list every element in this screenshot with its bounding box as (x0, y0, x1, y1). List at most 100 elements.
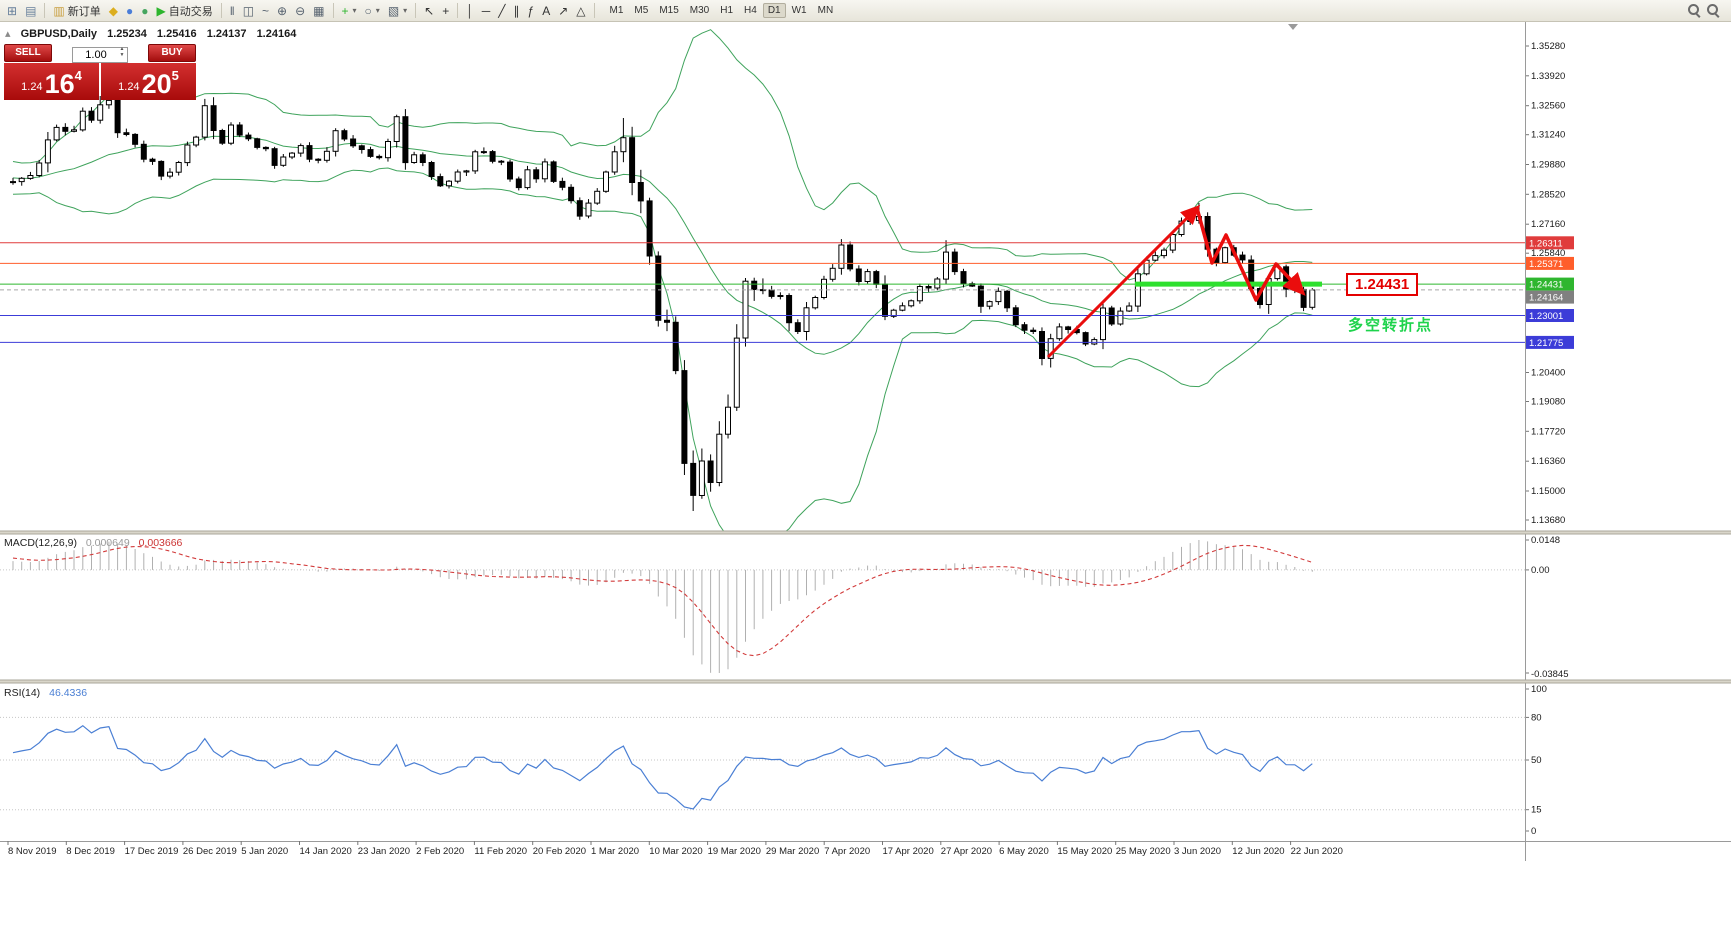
templates-icon: ▧ (387, 3, 400, 18)
indicators-icon: + (341, 3, 349, 18)
svg-text:5 Jan 2020: 5 Jan 2020 (241, 846, 288, 857)
timeframe-h1-button[interactable]: H1 (720, 5, 734, 16)
horizontal-line-button[interactable]: ─ (478, 2, 495, 20)
bar-chart-mode-icon: ‖ (229, 3, 235, 18)
fibonacci-button[interactable]: ƒ (524, 2, 539, 20)
crosshair-button[interactable]: + (438, 2, 453, 20)
time-scale[interactable]: 8 Nov 2019 8 Dec 2019 17 Dec 2019 26 Dec 20… (7, 841, 1343, 857)
periods-button[interactable]: ○ ▾ (361, 2, 384, 20)
panel-splitter[interactable] (0, 680, 1731, 683)
sell-price-display[interactable]: 1.24 16 4 (4, 63, 99, 100)
svg-text:1.29880: 1.29880 (1531, 159, 1565, 170)
vertical-line-button[interactable]: │ (462, 2, 478, 20)
svg-text:100: 100 (1531, 684, 1547, 695)
volume-input[interactable] (72, 46, 128, 63)
metaeditor-button[interactable]: ◆ (105, 2, 122, 20)
up-trend-arrow-object[interactable] (1046, 204, 1201, 359)
profiles-icon: ▤ (25, 3, 37, 18)
arrows-icon: ↗ (558, 3, 569, 18)
sell-button[interactable]: SELL (4, 43, 52, 62)
community-button[interactable]: ● (137, 2, 152, 20)
svg-text:2 Feb 2020: 2 Feb 2020 (416, 846, 464, 857)
timeframe-m5-button[interactable]: M5 (634, 5, 649, 16)
profiles-button[interactable]: ▤ (21, 2, 40, 20)
zigzag-arrow-object[interactable] (1195, 207, 1306, 302)
price-scale[interactable]: 1.35280 1.33920 1.32560 1.31240 1.29880 1.285… (1526, 41, 1574, 526)
indicators-button[interactable]: + ▾ (338, 2, 361, 20)
timeframe-m30-button[interactable]: M30 (689, 5, 710, 16)
svg-text:1.32560: 1.32560 (1531, 101, 1565, 112)
rsi-value: 46.4336 (49, 687, 88, 699)
market-icon: ● (125, 3, 134, 18)
new-chart-button[interactable]: ⊞ (3, 2, 21, 20)
macd-value: 0.000649 (85, 537, 130, 549)
ohlc-open: 1.25234 (107, 28, 147, 40)
svg-text:1.25840: 1.25840 (1531, 248, 1565, 259)
line-chart-mode-button[interactable]: ~ (258, 2, 273, 20)
annotation-text-object[interactable]: 多空转折点 (1348, 317, 1434, 334)
volume-down-button[interactable] (118, 53, 126, 59)
svg-text:14 Jan 2020: 14 Jan 2020 (300, 846, 352, 857)
market-button[interactable]: ● (122, 2, 137, 20)
toolbar-separator (457, 3, 459, 18)
magnifier-icon[interactable] (1707, 4, 1720, 17)
zoom-out-button[interactable]: ⊖ (291, 2, 309, 20)
shapes-button[interactable]: △ (572, 2, 589, 20)
svg-text:10 Mar 2020: 10 Mar 2020 (649, 846, 702, 857)
svg-text:12 Jun 2020: 12 Jun 2020 (1232, 846, 1284, 857)
buy-price-big: 20 (141, 69, 172, 100)
timeframe-d1-button[interactable]: D1 (762, 3, 786, 18)
macd-indicator (0, 540, 1525, 673)
svg-text:1.23001: 1.23001 (1529, 311, 1563, 322)
channel-icon: ∥ (513, 3, 520, 18)
svg-text:0.0148: 0.0148 (1531, 535, 1560, 546)
ohlc-close: 1.24164 (256, 28, 297, 40)
arrows-button[interactable]: ↗ (554, 2, 572, 20)
timeframe-w1-button[interactable]: W1 (791, 5, 807, 16)
svg-text:1.17720: 1.17720 (1531, 426, 1565, 437)
autotrading-button[interactable]: ▶ 自动交易 (152, 2, 216, 20)
price-level-tag (1526, 335, 1574, 349)
text-button[interactable]: A (538, 2, 554, 20)
svg-text:-0.03845: -0.03845 (1531, 669, 1569, 680)
svg-text:1.24164: 1.24164 (1529, 293, 1563, 304)
main-toolbar: ⊞ ▤ ▥ 新订单 ◆ ● ● ▶ 自动交易 ‖ ◫ ~ ⊕ ⊖ ▦ + ▾ ○ ▾ ▧ ▾ ↖ + │ ─ ╱ ∥ ƒ A ↗ △ M1 M5… (0, 0, 1731, 22)
buy-button[interactable]: BUY (148, 43, 196, 62)
timeframe-m15-button[interactable]: M15 (659, 5, 679, 16)
trend-arrows[interactable] (1046, 204, 1306, 359)
price-level-tag (1526, 277, 1574, 291)
cursor-button[interactable]: ↖ (420, 2, 438, 20)
svg-text:8 Nov 2019: 8 Nov 2019 (8, 846, 57, 857)
toolbar-separator (593, 3, 595, 18)
candlestick-series (10, 96, 1316, 511)
timeframe-m1-button[interactable]: M1 (609, 5, 624, 16)
channel-button[interactable]: ∥ (510, 2, 524, 20)
timeframe-mn-button[interactable]: MN (817, 5, 834, 16)
panel-splitter[interactable] (0, 531, 1731, 534)
timeframe-h4-button[interactable]: H4 (744, 5, 757, 16)
svg-text:1.27160: 1.27160 (1531, 219, 1565, 230)
svg-text:1 Mar 2020: 1 Mar 2020 (591, 846, 639, 857)
candlestick-mode-button[interactable]: ◫ (239, 2, 258, 20)
symbol-icon (5, 28, 11, 40)
zoom-in-button[interactable]: ⊕ (273, 2, 291, 20)
tile-windows-icon: ▦ (313, 3, 325, 18)
bar-chart-mode-button[interactable]: ‖ (226, 2, 239, 20)
svg-text:6 May 2020: 6 May 2020 (999, 846, 1049, 857)
toolbar-separator (415, 3, 417, 18)
svg-text:23 Jan 2020: 23 Jan 2020 (358, 846, 410, 857)
new-order-button[interactable]: ▥ 新订单 (49, 2, 104, 20)
price-level-label-object[interactable]: 1.24431 (1346, 273, 1419, 296)
trendline-button[interactable]: ╱ (494, 2, 509, 20)
svg-text:1.28520: 1.28520 (1531, 189, 1565, 200)
svg-text:11 Feb 2020: 11 Feb 2020 (474, 846, 527, 857)
chart-shift-marker[interactable] (1288, 24, 1298, 30)
buy-price-display[interactable]: 1.24 20 5 (101, 63, 196, 100)
tile-windows-button[interactable]: ▦ (309, 2, 328, 20)
horizontal-line-icon: ─ (481, 3, 491, 18)
templates-button[interactable]: ▧ ▾ (384, 2, 411, 20)
search-icon[interactable] (1688, 4, 1701, 17)
macd-signal-value: 0.003666 (138, 537, 183, 549)
svg-text:20 Feb 2020: 20 Feb 2020 (533, 846, 586, 857)
